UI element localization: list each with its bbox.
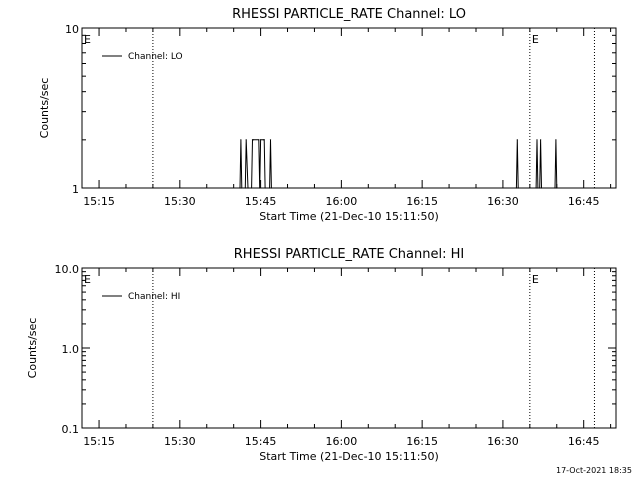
x-tick-label: 15:30 bbox=[164, 195, 196, 208]
x-tick-label: 16:00 bbox=[326, 195, 358, 208]
x-tick-label: 16:00 bbox=[326, 435, 358, 448]
chart-title: RHESSI PARTICLE_RATE Channel: LO bbox=[232, 7, 466, 22]
data-point bbox=[263, 139, 265, 141]
x-axis-label: Start Time (21-Dec-10 15:11:50) bbox=[259, 450, 439, 463]
data-point bbox=[269, 187, 271, 189]
data-point bbox=[262, 139, 264, 141]
y-tick-label: 10 bbox=[65, 23, 79, 36]
data-point bbox=[270, 187, 272, 189]
data-point bbox=[241, 187, 243, 189]
x-tick-label: 15:45 bbox=[245, 435, 277, 448]
x-tick-label: 15:15 bbox=[83, 195, 115, 208]
data-point bbox=[260, 139, 262, 141]
footer-timestamp: 17-Oct-2021 18:35 bbox=[556, 466, 632, 475]
series-line-1 bbox=[239, 139, 558, 188]
x-tick-label: 16:45 bbox=[568, 435, 600, 448]
x-tick-label: 15:45 bbox=[245, 195, 277, 208]
chart-title: RHESSI PARTICLE_RATE Channel: HI bbox=[234, 247, 464, 262]
data-point bbox=[239, 187, 241, 189]
x-tick-label: 15:15 bbox=[83, 435, 115, 448]
x-tick-label: 16:15 bbox=[406, 195, 438, 208]
data-point bbox=[247, 187, 249, 189]
data-point bbox=[555, 139, 557, 141]
y-tick-label: 10.0 bbox=[55, 263, 80, 276]
legend-label: Channel: LO bbox=[128, 52, 183, 62]
chart-panel-2: RHESSI PARTICLE_RATE Channel: HI 0.1 1.0 10… bbox=[26, 247, 617, 463]
data-point bbox=[264, 187, 266, 189]
data-point bbox=[251, 139, 254, 141]
data-point bbox=[535, 187, 537, 189]
data-point bbox=[245, 139, 247, 141]
data-point bbox=[251, 187, 253, 189]
data-point bbox=[269, 139, 272, 141]
x-tick-label: 16:30 bbox=[487, 435, 519, 448]
y-tick-label: 1.0 bbox=[62, 343, 80, 356]
data-point bbox=[536, 139, 538, 141]
x-tick-label: 16:45 bbox=[568, 195, 600, 208]
y-tick-label: 0.1 bbox=[62, 423, 80, 436]
x-tick-label: 15:30 bbox=[164, 435, 196, 448]
x-tick-label: 16:15 bbox=[406, 435, 438, 448]
event-marker: E bbox=[84, 273, 91, 286]
data-point bbox=[554, 187, 556, 189]
data-point bbox=[516, 139, 518, 141]
data-point bbox=[515, 187, 518, 189]
data-point bbox=[259, 187, 261, 189]
data-point bbox=[540, 139, 542, 141]
y-axis-label: Counts/sec bbox=[38, 78, 51, 139]
y-axis-label: Counts/sec bbox=[26, 318, 39, 379]
data-point bbox=[540, 187, 543, 189]
data-point bbox=[539, 187, 541, 189]
legend-label: Channel: HI bbox=[128, 292, 180, 302]
data-point bbox=[537, 187, 539, 189]
x-axis-label: Start Time (21-Dec-10 15:11:50) bbox=[259, 210, 439, 223]
event-marker: E bbox=[84, 33, 91, 46]
event-marker: E bbox=[532, 273, 539, 286]
event-marker: E bbox=[532, 33, 539, 46]
data-point bbox=[240, 139, 242, 141]
data-point bbox=[556, 187, 558, 189]
x-tick-label: 16:30 bbox=[487, 195, 519, 208]
data-point bbox=[517, 187, 519, 189]
data-point bbox=[258, 139, 260, 141]
data-point bbox=[244, 187, 246, 189]
y-tick-label: 1 bbox=[72, 183, 79, 196]
chart-panel-1: RHESSI PARTICLE_RATE Channel: LO 1 10 15:15… bbox=[38, 7, 617, 223]
data-point bbox=[252, 139, 254, 141]
